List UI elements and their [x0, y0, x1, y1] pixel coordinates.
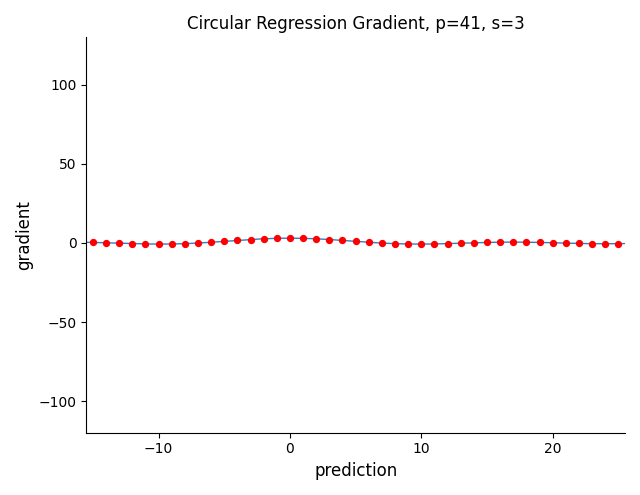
Point: [101, 239, 111, 247]
Point: [88, 239, 98, 247]
Point: [429, 240, 440, 248]
Point: [403, 240, 413, 248]
Point: [442, 240, 452, 248]
Point: [193, 239, 203, 247]
Point: [259, 235, 269, 243]
Title: Circular Regression Gradient, p=41, s=3: Circular Regression Gradient, p=41, s=3: [187, 15, 525, 33]
Point: [22, 239, 32, 247]
Point: [35, 239, 45, 247]
Point: [522, 238, 532, 246]
Point: [587, 240, 597, 248]
Y-axis label: gradient: gradient: [15, 200, 33, 270]
Point: [127, 240, 138, 248]
Point: [166, 240, 177, 248]
Point: [114, 239, 124, 247]
Point: [206, 238, 216, 246]
Point: [48, 238, 58, 246]
Point: [482, 239, 492, 247]
Point: [154, 240, 164, 248]
Point: [245, 236, 255, 244]
Point: [285, 234, 295, 242]
Point: [180, 240, 190, 248]
Point: [613, 240, 623, 248]
Point: [416, 240, 426, 248]
Point: [272, 235, 282, 243]
Point: [548, 239, 558, 247]
Point: [390, 240, 400, 248]
Point: [574, 240, 584, 248]
Point: [377, 239, 387, 247]
X-axis label: prediction: prediction: [314, 462, 397, 480]
Point: [456, 239, 466, 247]
Point: [75, 238, 85, 246]
Point: [561, 239, 571, 247]
Point: [534, 239, 545, 247]
Point: [232, 237, 243, 245]
Point: [61, 238, 72, 246]
Point: [364, 238, 374, 246]
Point: [311, 235, 321, 243]
Point: [468, 239, 479, 247]
Point: [508, 238, 518, 246]
Point: [298, 235, 308, 243]
Point: [337, 237, 348, 245]
Point: [351, 238, 361, 246]
Point: [495, 238, 506, 246]
Point: [324, 236, 335, 244]
Point: [600, 240, 611, 248]
Point: [140, 240, 150, 248]
Point: [219, 238, 229, 246]
